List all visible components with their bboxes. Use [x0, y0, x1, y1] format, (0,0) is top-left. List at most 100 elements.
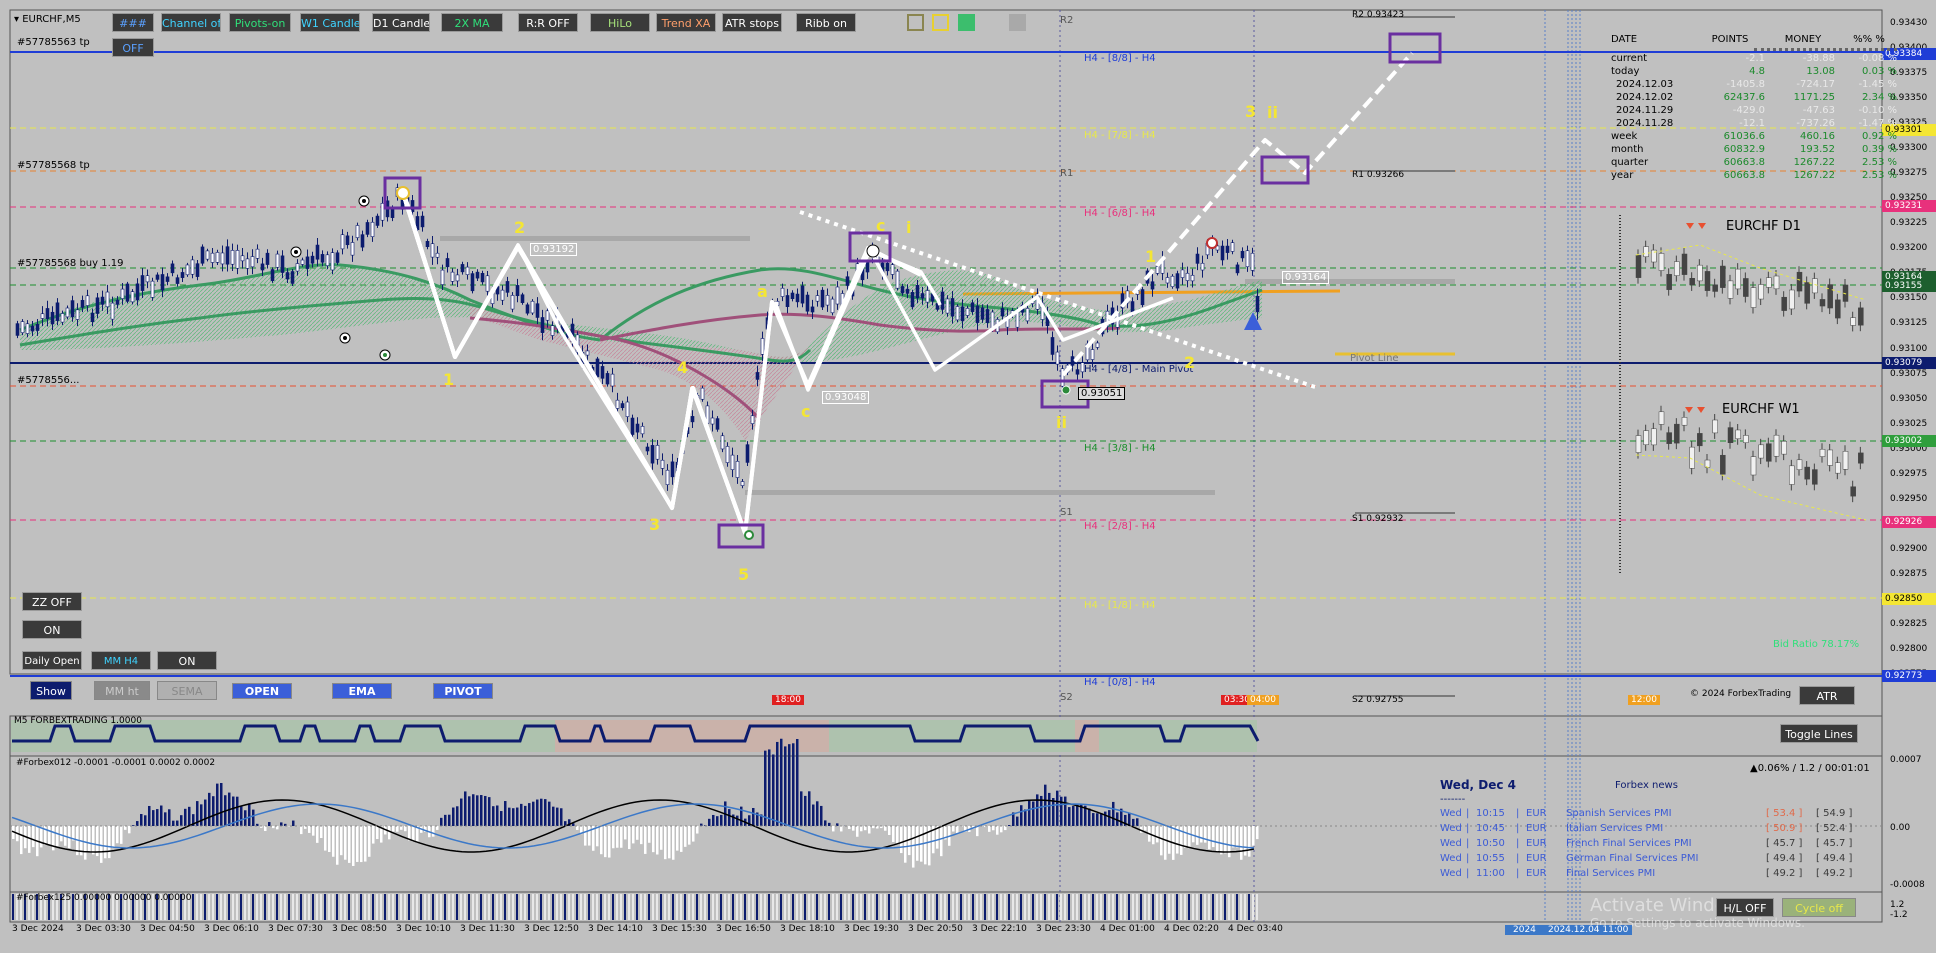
- candle: [1095, 342, 1100, 348]
- ind3-bar: [584, 894, 586, 920]
- swatch-gray[interactable]: [1009, 14, 1026, 31]
- candle: [755, 372, 760, 380]
- ind3-bar: [68, 894, 70, 920]
- sema-button[interactable]: SEMA: [157, 681, 217, 700]
- ind3-bar: [420, 894, 422, 920]
- on-button-1[interactable]: ON: [22, 620, 82, 639]
- ind3-bar: [252, 894, 254, 920]
- ind3-bar: [152, 894, 154, 920]
- swatch-green[interactable]: [958, 14, 975, 31]
- candle: [915, 284, 920, 299]
- ind3-bar: [668, 894, 670, 920]
- ind3-bar: [760, 894, 762, 920]
- toolbar-button-ribb-on[interactable]: Ribb on: [796, 13, 856, 32]
- ind3-bar: [96, 894, 98, 920]
- daily-open-button[interactable]: Daily Open: [22, 651, 82, 670]
- candle: [960, 306, 965, 322]
- toolbar-button-hilo[interactable]: HiLo: [590, 13, 650, 32]
- ind3-bar: [396, 894, 398, 920]
- candle: [485, 275, 490, 292]
- ind3-bar: [232, 894, 234, 920]
- news-item[interactable]: Wed | 10:45 | EUR Italian Services PMI[ 50.9 …: [1440, 823, 1856, 834]
- ind2-bar: [1024, 809, 1027, 826]
- ind3-bar: [304, 894, 306, 920]
- toolbar-button-r-r-off[interactable]: R:R OFF: [518, 13, 578, 32]
- ind2-bar: [1200, 826, 1203, 843]
- news-date: Wed, Dec 4: [1440, 778, 1517, 792]
- time-tag: 12:00: [1628, 695, 1660, 705]
- swatch-yellow[interactable]: [932, 14, 949, 31]
- stats-panel: DATE POINTS MONEY %% % current -2.1 -38.88…: [1608, 33, 1900, 182]
- cycle-off-button[interactable]: Cycle off: [1782, 898, 1856, 917]
- ind3-bar: [840, 894, 842, 920]
- candle: [1140, 289, 1145, 306]
- toolbar-button-pivots-on[interactable]: Pivots-on: [229, 13, 291, 32]
- ind3-bar: [236, 894, 238, 920]
- toolbar-button-trend-xa[interactable]: Trend XA: [656, 13, 716, 32]
- zz-off-button[interactable]: ZZ OFF: [22, 592, 82, 611]
- candle: [585, 350, 590, 356]
- news-prev: [ 54.9 ]: [1816, 808, 1853, 819]
- time-axis-label: 3 Dec 22:10: [972, 924, 1027, 934]
- ind3-bar: [804, 894, 806, 920]
- ind3-bar: [1052, 894, 1054, 920]
- ind3-bar: [616, 894, 618, 920]
- toolbar-button-d1-candle[interactable]: D1 Candle: [372, 13, 430, 32]
- news-item[interactable]: Wed | 10:15 | EUR Spanish Services PMI[ 53.4 …: [1440, 808, 1856, 819]
- swatch-beige[interactable]: [907, 14, 924, 31]
- hl-off-button[interactable]: H/L OFF: [1716, 898, 1774, 917]
- open-button[interactable]: OPEN: [232, 683, 292, 699]
- ind3-bar: [356, 894, 358, 920]
- ind3-bar: [364, 894, 366, 920]
- ind2-bar: [1032, 801, 1035, 826]
- pivot-button[interactable]: PIVOT: [433, 683, 493, 699]
- off-button[interactable]: OFF: [112, 38, 154, 57]
- mini-candle: [1827, 284, 1833, 309]
- candle: [90, 312, 95, 322]
- toolbar-button-2x-ma[interactable]: 2X MA: [441, 13, 503, 32]
- mm-h4-button[interactable]: MM H4: [91, 651, 151, 670]
- ind3-bar: [80, 894, 82, 920]
- pivot-r2: R2: [1060, 15, 1074, 26]
- toolbar-button--[interactable]: ###: [112, 13, 154, 32]
- on-button-2[interactable]: ON: [157, 651, 217, 670]
- candle: [885, 262, 890, 272]
- ema-button[interactable]: EMA: [332, 683, 392, 699]
- show-button[interactable]: Show: [30, 681, 72, 700]
- toolbar-button-atr-stops[interactable]: ATR stops: [722, 13, 782, 32]
- ind3-bar: [1076, 894, 1078, 920]
- news-item[interactable]: Wed | 10:50 | EUR French Final Services PMI[ …: [1440, 838, 1856, 849]
- stats-cell: week: [1611, 131, 1638, 142]
- ind2-bar: [1124, 814, 1127, 826]
- mini-candle: [1835, 299, 1841, 319]
- mini-candle: [1758, 444, 1764, 459]
- ind3-bar: [924, 894, 926, 920]
- ind2-bar: [184, 808, 187, 826]
- ind2-bar: [956, 826, 959, 834]
- ind2-bar: [1088, 808, 1091, 826]
- toolbar-button-w1-candle[interactable]: W1 Candle: [300, 13, 360, 32]
- ind2-bar: [376, 826, 379, 840]
- atr-button[interactable]: ATR: [1799, 686, 1855, 705]
- ind2-bar: [884, 826, 887, 831]
- news-item[interactable]: Wed | 11:00 | EUR Final Services PMI[ 49.2 ][…: [1440, 868, 1856, 879]
- ind3-bar: [820, 894, 822, 920]
- ind2-bar: [952, 826, 955, 832]
- candle: [1250, 252, 1255, 271]
- ind2-bar: [1112, 801, 1115, 826]
- news-item[interactable]: Wed | 10:55 | EUR German Final Services PMI[ …: [1440, 853, 1856, 864]
- mm-ht-button[interactable]: MM ht: [94, 681, 150, 700]
- stats-row: week 61036.6 460.16 0.92 %: [1608, 130, 1900, 143]
- toggle-lines-button[interactable]: Toggle Lines: [1780, 724, 1858, 743]
- ind2-bar: [596, 826, 599, 847]
- ind2-bar: [520, 803, 523, 826]
- toolbar-button-channel-off[interactable]: Channel off: [161, 13, 221, 32]
- mini-candle: [1681, 417, 1688, 426]
- stats-cell: 2.53 %: [1862, 157, 1897, 168]
- mini-chart-w1-label: EURCHF W1: [1722, 402, 1800, 417]
- mini-candle: [1704, 271, 1711, 291]
- ind2-bar: [1220, 826, 1223, 855]
- mini-candle: [1720, 454, 1726, 475]
- ind2-bar: [1212, 826, 1215, 848]
